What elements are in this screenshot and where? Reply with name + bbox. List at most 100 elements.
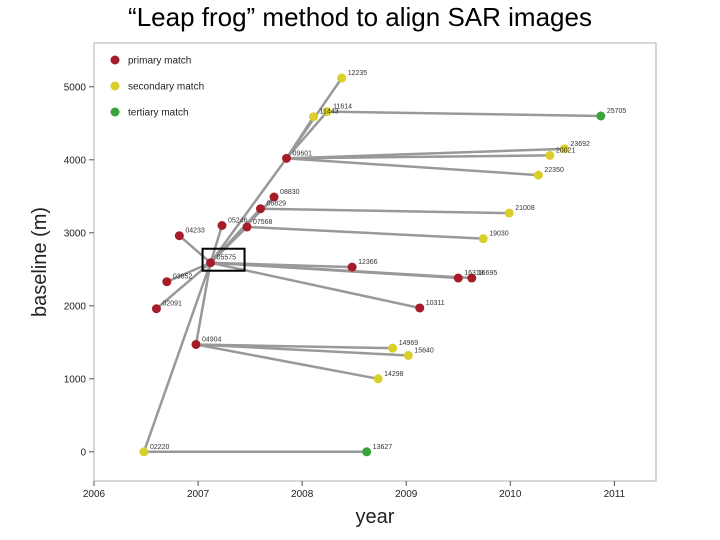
x-tick-label: 2011 — [604, 489, 626, 500]
point-label-08830: 08830 — [280, 189, 300, 196]
y-tick-label: 3000 — [64, 228, 87, 239]
link-07568-19030 — [246, 225, 484, 240]
point-22350 — [533, 170, 543, 180]
point-label-06829: 06829 — [267, 201, 287, 208]
legend: primary match secondary match tertiary mat… — [110, 55, 204, 119]
point-label-21008: 21008 — [515, 205, 535, 212]
point-label-14298: 14298 — [384, 371, 404, 378]
link-05575-02091 — [155, 261, 212, 310]
highlight-box — [201, 247, 246, 272]
link-09601-23692 — [286, 147, 565, 160]
point-label-05575: 05575 — [217, 255, 237, 262]
link-11614-25705 — [327, 110, 601, 118]
point-23692 — [559, 144, 569, 154]
point-02220 — [139, 447, 149, 457]
point-11443 — [309, 112, 319, 122]
point-label-23692: 23692 — [570, 141, 590, 148]
point-label-14969: 14969 — [399, 340, 419, 347]
point-label-05246: 05246 — [228, 218, 248, 225]
legend-label-tertiary: tertiary match — [128, 108, 189, 119]
slide-title: “Leap frog” method to align SAR images — [128, 2, 592, 32]
link-05575-05246 — [209, 225, 224, 264]
plot-frame — [93, 42, 657, 482]
legend-label-primary: primary match — [128, 56, 191, 67]
point-20021 — [545, 150, 555, 160]
legend-label-secondary: secondary match — [128, 82, 204, 93]
point-label-20021: 20021 — [556, 147, 576, 154]
point-21008 — [504, 208, 514, 218]
link-05575-04233 — [178, 234, 212, 264]
point-13627 — [362, 447, 372, 457]
x-axis-label: year — [356, 506, 395, 528]
x-tick-label: 2010 — [499, 489, 522, 500]
point-label-12366: 12366 — [358, 259, 378, 266]
legend-marker-secondary — [110, 81, 120, 91]
point-09601 — [282, 153, 292, 163]
axes-layer: 2006 2007 2008 2009 2010 2011 0 1000 2000 3000 400… — [64, 82, 626, 500]
y-tick-label: 5000 — [64, 82, 87, 93]
point-14969 — [388, 343, 398, 353]
point-19030 — [478, 234, 488, 244]
point-15640 — [403, 350, 413, 360]
point-label-25705: 25705 — [607, 108, 627, 115]
point-08830 — [269, 192, 279, 202]
point-label-16695: 16695 — [478, 270, 498, 277]
x-tick-label: 2009 — [395, 489, 418, 500]
link-06829-21008 — [260, 207, 510, 215]
y-tick-label: 0 — [80, 447, 86, 458]
point-label-15640: 15640 — [414, 347, 434, 354]
point-03652 — [162, 277, 172, 287]
point-02091 — [151, 304, 161, 314]
link-04904-14298 — [195, 343, 379, 381]
x-tick-label: 2008 — [291, 489, 314, 500]
point-label-22350: 22350 — [544, 167, 564, 174]
link-05575-16695 — [210, 261, 472, 280]
link-09601-11614 — [285, 110, 329, 160]
point-label-16318: 16318 — [464, 270, 484, 277]
point-16695 — [467, 273, 477, 283]
point-11614 — [322, 107, 332, 117]
point-04233 — [174, 231, 184, 241]
point-04904 — [191, 339, 201, 349]
link-05575-09601 — [209, 157, 288, 264]
point-label-02091: 02091 — [162, 301, 182, 308]
legend-marker-tertiary — [110, 107, 120, 117]
point-06829 — [256, 204, 266, 214]
point-label-12235: 12235 — [348, 70, 368, 77]
point-label-04904: 04904 — [202, 336, 222, 343]
point-label-11614: 11614 — [333, 104, 352, 111]
point-05246 — [217, 221, 227, 230]
point-05575 — [206, 258, 216, 268]
point-label-19030: 19030 — [489, 231, 509, 238]
point-label-10311: 10311 — [426, 300, 445, 307]
point-14298 — [373, 374, 383, 384]
point-07568 — [242, 222, 252, 232]
point-label-11443: 11443 — [320, 109, 339, 116]
point-16318 — [453, 273, 463, 283]
y-tick-label: 2000 — [64, 301, 87, 312]
links-layer — [142, 77, 601, 454]
point-label-09601: 09601 — [293, 150, 313, 157]
point-10311 — [415, 303, 425, 313]
point-label-07568: 07568 — [253, 219, 273, 226]
point-label-03652: 03652 — [173, 274, 193, 281]
link-02220-05575 — [142, 262, 212, 453]
point-12235 — [337, 73, 347, 83]
points-layer — [139, 73, 606, 457]
point-label-02220: 02220 — [150, 444, 170, 451]
point-12366 — [347, 262, 357, 272]
legend-marker-primary — [110, 55, 120, 65]
y-tick-label: 4000 — [64, 155, 87, 166]
y-axis-label: baseline (m) — [29, 207, 51, 317]
link-09601-22350 — [286, 157, 539, 177]
x-tick-label: 2006 — [83, 489, 106, 500]
y-tick-label: 1000 — [64, 374, 87, 385]
link-04904-15640 — [195, 343, 409, 357]
point-label-13627: 13627 — [373, 444, 393, 451]
link-05575-04904 — [194, 262, 212, 345]
point-label-04233: 04233 — [185, 228, 205, 235]
x-tick-label: 2007 — [187, 489, 210, 500]
point-25705 — [596, 111, 606, 121]
